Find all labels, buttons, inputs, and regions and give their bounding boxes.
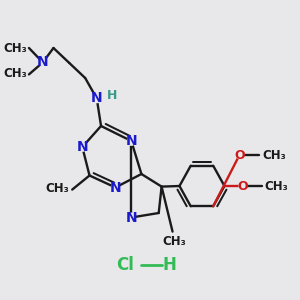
Ellipse shape: [78, 143, 86, 151]
Text: H: H: [163, 256, 177, 274]
Text: N: N: [110, 181, 121, 194]
Text: O: O: [234, 148, 245, 162]
Ellipse shape: [39, 58, 47, 67]
Text: CH₃: CH₃: [265, 179, 289, 193]
Ellipse shape: [127, 213, 135, 222]
Text: N: N: [91, 92, 103, 105]
Ellipse shape: [127, 137, 135, 145]
Text: H: H: [106, 89, 117, 103]
Text: N: N: [125, 211, 137, 224]
Text: O: O: [237, 179, 247, 193]
Text: CH₃: CH₃: [162, 235, 186, 248]
Text: CH₃: CH₃: [262, 148, 286, 162]
Ellipse shape: [93, 94, 101, 103]
Text: N: N: [125, 134, 137, 148]
Ellipse shape: [236, 152, 243, 158]
Text: N: N: [76, 140, 88, 154]
Text: CH₃: CH₃: [46, 182, 69, 195]
Text: Cl: Cl: [117, 256, 134, 274]
Text: CH₃: CH₃: [3, 42, 27, 56]
Text: CH₃: CH₃: [3, 67, 27, 80]
Ellipse shape: [239, 183, 245, 189]
Ellipse shape: [111, 183, 119, 192]
Text: N: N: [37, 56, 49, 69]
